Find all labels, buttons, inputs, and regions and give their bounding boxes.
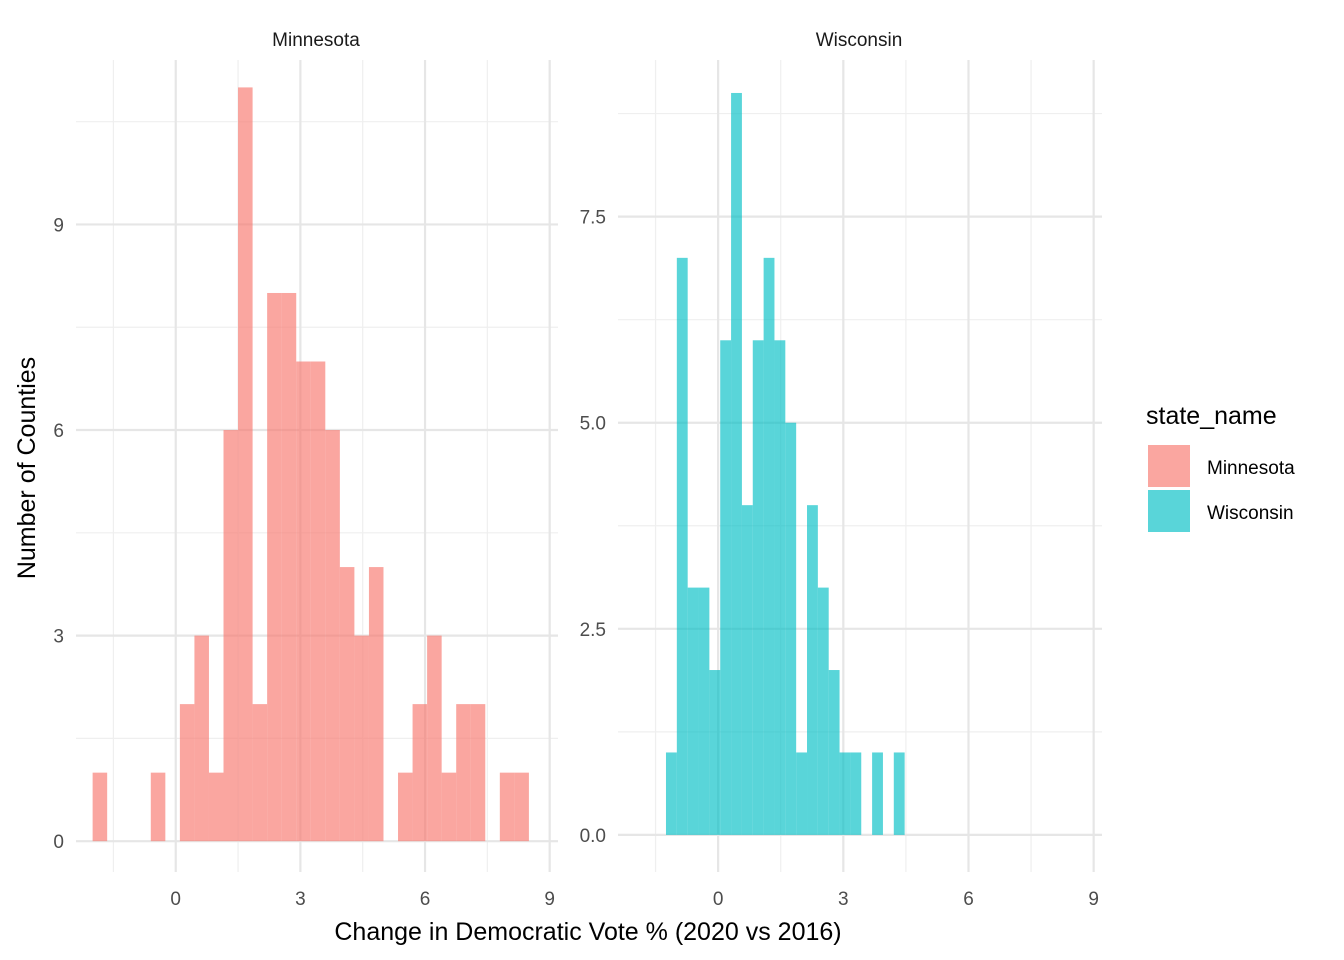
histogram-bar-minnesota-26 — [470, 704, 486, 842]
histogram-bar-minnesota-17 — [339, 567, 355, 842]
histogram-bar-wisconsin-4 — [709, 670, 721, 835]
y-tick-label: 0.0 — [580, 826, 606, 847]
histogram-bar-minnesota-13 — [281, 292, 297, 842]
legend-label-minnesota: Minnesota — [1207, 458, 1295, 479]
histogram-bar-minnesota-25 — [456, 704, 471, 842]
panel-wisconsin-x-ticks: 0 3 6 9 — [713, 889, 1099, 910]
panel-wisconsin-bars — [665, 92, 905, 835]
histogram-bar-wisconsin-8 — [752, 340, 764, 835]
histogram-bar-minnesota-0 — [92, 772, 108, 842]
histogram-bar-wisconsin-9 — [763, 257, 775, 835]
histogram-bar-wisconsin-11 — [785, 422, 797, 835]
legend-key-wisconsin — [1148, 490, 1190, 532]
panel-minnesota: 0 3 6 9 0 3 6 9 Minnesota — [53, 30, 558, 910]
histogram-bar-wisconsin-0 — [665, 752, 677, 835]
panel-minnesota-x-ticks: 0 3 6 9 — [170, 889, 555, 910]
panel-wisconsin: 0 3 6 9 0.0 2.5 5.0 7.5 Wisconsin — [580, 30, 1102, 910]
histogram-bar-minnesota-9 — [223, 430, 239, 842]
histogram-bar-wisconsin-6 — [731, 92, 742, 835]
x-axis-title: Change in Democratic Vote % (2020 vs 201… — [334, 918, 841, 946]
histogram-bar-minnesota-11 — [252, 704, 268, 842]
x-tick-label: 6 — [963, 889, 974, 910]
histogram-bar-minnesota-28 — [499, 772, 515, 842]
legend-title: state_name — [1146, 402, 1277, 430]
histogram-bar-wisconsin-3 — [698, 587, 710, 835]
histogram-bar-wisconsin-12 — [796, 752, 808, 835]
y-tick-label: 9 — [53, 215, 64, 236]
histogram-bar-wisconsin-16 — [839, 752, 851, 835]
y-tick-label: 0 — [53, 832, 64, 853]
histogram-bar-wisconsin-14 — [817, 587, 829, 835]
x-tick-label: 0 — [713, 889, 724, 910]
histogram-bar-minnesota-18 — [354, 635, 369, 842]
legend-label-wisconsin: Wisconsin — [1207, 503, 1294, 524]
histogram-bar-minnesota-22 — [412, 704, 428, 842]
x-tick-label: 0 — [170, 889, 181, 910]
y-tick-label: 2.5 — [580, 620, 606, 641]
histogram-bar-wisconsin-17 — [850, 752, 862, 835]
x-tick-label: 3 — [838, 889, 849, 910]
legend-key-minnesota — [1148, 445, 1190, 487]
histogram-bar-wisconsin-15 — [828, 670, 840, 835]
y-axis-title: Number of Counties — [13, 357, 41, 579]
x-tick-label: 9 — [544, 889, 555, 910]
histogram-bar-wisconsin-2 — [687, 587, 699, 835]
y-tick-label: 6 — [53, 421, 64, 442]
histogram-bar-minnesota-29 — [514, 772, 529, 842]
panel-wisconsin-y-ticks: 0.0 2.5 5.0 7.5 — [580, 208, 606, 847]
histogram-bar-wisconsin-19 — [872, 752, 883, 835]
panel-wisconsin-strip-label: Wisconsin — [816, 30, 903, 51]
histogram-bar-wisconsin-21 — [893, 752, 905, 835]
histogram-bar-minnesota-15 — [310, 361, 326, 842]
histogram-bar-wisconsin-7 — [741, 505, 753, 835]
histogram-bar-minnesota-23 — [427, 635, 442, 842]
histogram-bar-wisconsin-5 — [720, 340, 732, 835]
x-tick-label: 9 — [1088, 889, 1099, 910]
histogram-bar-wisconsin-13 — [807, 505, 818, 835]
y-tick-label: 3 — [53, 627, 64, 648]
y-tick-label: 5.0 — [580, 414, 606, 435]
histogram-bar-minnesota-4 — [150, 772, 166, 842]
panel-minnesota-bars — [92, 87, 529, 842]
histogram-bar-minnesota-12 — [267, 292, 282, 842]
histogram-bar-minnesota-24 — [441, 772, 457, 842]
legend: state_name Minnesota Wisconsin — [1146, 402, 1295, 532]
panel-minnesota-y-ticks: 0 3 6 9 — [53, 215, 64, 853]
histogram-bar-minnesota-16 — [325, 430, 340, 842]
histogram-bar-minnesota-7 — [194, 635, 209, 842]
x-tick-label: 6 — [420, 889, 431, 910]
histogram-bar-minnesota-14 — [296, 361, 311, 842]
panel-minnesota-strip-label: Minnesota — [272, 30, 360, 51]
histogram-bar-minnesota-10 — [238, 87, 253, 842]
histogram-bar-minnesota-19 — [368, 567, 384, 842]
histogram-bar-wisconsin-1 — [676, 257, 688, 835]
x-tick-label: 3 — [295, 889, 306, 910]
histogram-bar-minnesota-21 — [398, 772, 413, 842]
histogram-bar-minnesota-8 — [208, 772, 224, 842]
histogram-bar-minnesota-6 — [179, 704, 195, 842]
y-tick-label: 7.5 — [580, 208, 606, 229]
histogram-bar-wisconsin-10 — [774, 340, 786, 835]
